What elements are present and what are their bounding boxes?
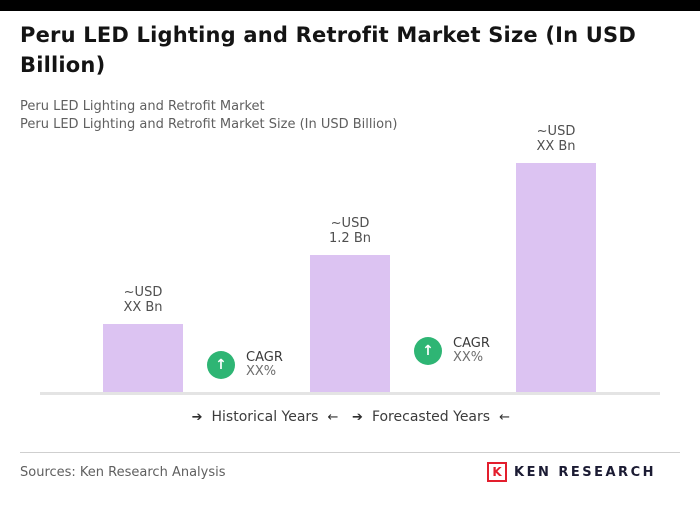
- growth-arrow-icon: ↑: [414, 337, 442, 366]
- cagr-value: XX%: [453, 350, 484, 366]
- bar-value-line2: XX Bn: [536, 139, 576, 155]
- arrow-left-icon: ←: [499, 409, 510, 425]
- top-accent-bar: [0, 0, 700, 11]
- bar-value-line1: ~USD: [123, 285, 163, 301]
- cagr-label: CAGR: [453, 336, 490, 351]
- bar-value-label: ~USD XX Bn: [123, 285, 163, 316]
- cagr-label: CAGR: [246, 350, 283, 365]
- cagr-value: XX%: [246, 364, 277, 380]
- bar: [103, 324, 183, 393]
- bar-value-label: ~USD 1.2 Bn: [329, 216, 371, 247]
- up-arrow-glyph: ↑: [422, 343, 434, 360]
- axis-group-label-forecast: ➔ Forecasted Years ←: [332, 409, 530, 425]
- sources-text: Sources: Ken Research Analysis: [20, 465, 226, 480]
- axis-group-text: Historical Years: [211, 409, 319, 425]
- bar-group-historical: ~USD XX Bn: [103, 285, 183, 393]
- growth-arrow-icon: ↑: [207, 351, 235, 380]
- cagr-badge-forecast: ↑ CAGR XX%: [414, 336, 490, 366]
- footer-divider: [20, 452, 680, 453]
- bar-group-forecast: ~USD XX Bn: [516, 124, 596, 393]
- arrow-right-icon: ➔: [191, 409, 203, 425]
- x-axis-line: [40, 392, 660, 395]
- cagr-badge-historical: ↑ CAGR XX%: [207, 350, 283, 380]
- axis-group-text: Forecasted Years: [371, 409, 491, 425]
- bar-value-line1: ~USD: [330, 216, 370, 232]
- bar-value-line2: XX Bn: [123, 300, 163, 316]
- page-title: Peru LED Lighting and Retrofit Market Si…: [20, 23, 636, 78]
- axis-group-label-historical: ➔ Historical Years ←: [160, 409, 370, 425]
- chart-subtitle-size: Peru LED Lighting and Retrofit Market Si…: [20, 117, 398, 132]
- bar: [516, 163, 596, 393]
- arrow-left-icon: ←: [327, 409, 339, 425]
- ken-research-k-icon: K: [487, 462, 507, 482]
- bar-group-base: ~USD 1.2 Bn: [310, 216, 390, 393]
- chart-subtitle-market: Peru LED Lighting and Retrofit Market: [20, 99, 265, 114]
- logo-text: KEN RESEARCH: [514, 464, 656, 480]
- ken-research-logo: K KEN RESEARCH: [487, 462, 656, 482]
- cagr-text: CAGR XX%: [453, 336, 490, 366]
- bar-value-line1: ~USD: [536, 124, 576, 140]
- bar: [310, 255, 390, 393]
- bar-value-label: ~USD XX Bn: [536, 124, 576, 155]
- arrow-right-icon: ➔: [352, 409, 363, 425]
- bar-value-line2: 1.2 Bn: [329, 231, 371, 247]
- up-arrow-glyph: ↑: [215, 357, 227, 374]
- cagr-text: CAGR XX%: [246, 350, 283, 380]
